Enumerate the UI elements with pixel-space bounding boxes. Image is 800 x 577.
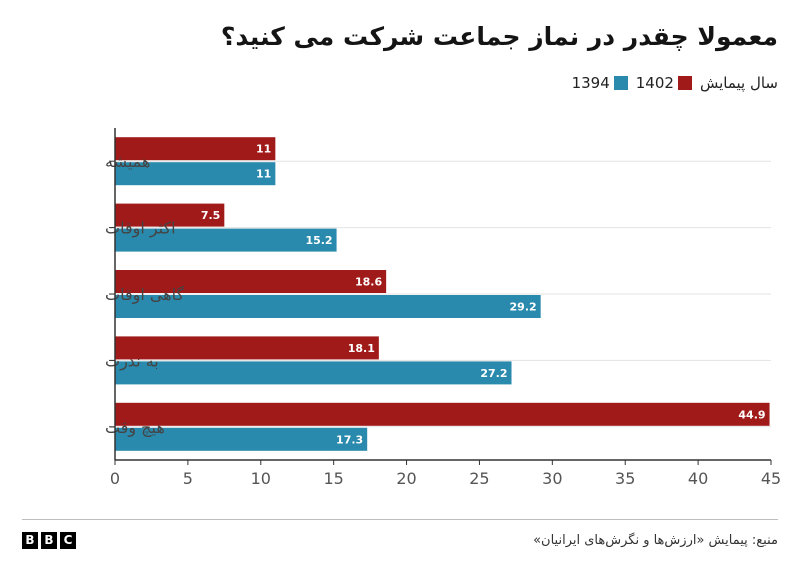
x-tick-label: 35 [615, 469, 635, 488]
x-tick-label: 10 [251, 469, 271, 488]
data-label: 17.3 [336, 433, 363, 446]
legend-text-1402: 1402 [635, 74, 674, 92]
x-tick-label: 30 [542, 469, 562, 488]
category-label: هیچ وقت [105, 418, 165, 438]
x-tick-label: 25 [469, 469, 489, 488]
category-label: همیشه [105, 152, 150, 171]
legend-label: سال پیمایش [699, 74, 778, 92]
data-label: 29.2 [510, 301, 537, 314]
bar-1394 [115, 228, 337, 252]
bar-1402 [115, 203, 225, 227]
data-label: 11 [256, 143, 271, 156]
data-label: 7.5 [201, 209, 221, 222]
bar-1402 [115, 402, 770, 426]
bbc-logo-letter: B [22, 532, 38, 549]
x-tick-label: 45 [761, 469, 781, 488]
data-label: 27.2 [480, 367, 507, 380]
bbc-logo: B B C [22, 532, 76, 549]
data-label: 15.2 [305, 234, 332, 247]
bar-1402 [115, 270, 387, 293]
x-tick-label: 20 [396, 469, 416, 488]
x-tick-label: 5 [183, 469, 193, 488]
data-label: 18.6 [355, 276, 382, 289]
bar-1394 [115, 361, 512, 385]
data-label: 18.1 [348, 342, 375, 355]
source-note: منبع: پیمایش «ارزش‌ها و نگرش‌های ایرانیا… [533, 533, 778, 548]
bar-1394 [115, 295, 541, 318]
x-tick-label: 40 [688, 469, 708, 488]
bar-chart: 11 11 همیشه 7.5 15.2 اکثر اوقات 18.6 29.2 گاهی ا… [105, 128, 781, 488]
data-label: 44.9 [738, 408, 765, 421]
legend-text-1394: 1394 [571, 74, 610, 92]
data-label: 11 [256, 168, 271, 181]
legend: سال پیمایش 1402 1394 [564, 74, 778, 92]
bar-1394 [115, 162, 276, 186]
x-tick-label: 15 [323, 469, 343, 488]
bbc-logo-letter: C [60, 532, 76, 549]
footer-divider [22, 519, 778, 520]
x-tick-label: 0 [110, 469, 120, 488]
category-label: اکثر اوقات [105, 219, 176, 239]
category-label: به ندرت [105, 351, 159, 371]
legend-swatch-1402 [677, 76, 692, 90]
bar-1402 [115, 336, 379, 360]
bar-1402 [115, 137, 276, 161]
bbc-logo-letter: B [41, 532, 57, 549]
chart-title: معمولا چقدر در نماز جماعت شرکت می کنید؟ [220, 22, 778, 51]
legend-swatch-1394 [613, 76, 628, 90]
category-label: گاهی اوقات [105, 285, 184, 305]
bar-1394 [115, 427, 368, 451]
